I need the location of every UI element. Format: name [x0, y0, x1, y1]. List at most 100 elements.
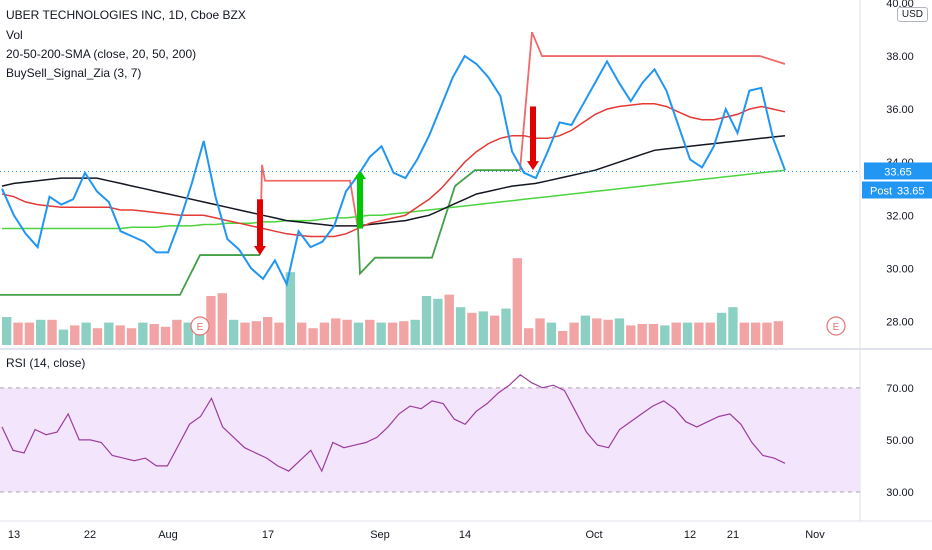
- sell-arrow-2-head: [527, 161, 539, 171]
- volume-bar: [455, 307, 466, 345]
- time-tick-label: Nov: [805, 529, 825, 541]
- price-tick-label: 30.00: [886, 263, 914, 275]
- volume-bar: [47, 319, 57, 345]
- earnings-marker-aug: E: [190, 316, 210, 336]
- earnings-marker-nov-label: E: [833, 322, 840, 333]
- volume-bar: [501, 308, 511, 345]
- volume-bar: [13, 322, 23, 345]
- volume-bar: [478, 311, 488, 345]
- sell-arrow-1-shaft: [257, 199, 263, 248]
- volume-bar: [104, 322, 114, 345]
- volume-bar: [70, 325, 80, 345]
- volume-bar: [353, 322, 364, 345]
- volume-bar: [274, 322, 284, 345]
- volume-bar: [2, 317, 12, 345]
- earnings-marker-nov: E: [826, 316, 846, 336]
- volume-bar: [149, 324, 159, 345]
- price-tick-label: 38.00: [886, 51, 914, 63]
- time-tick-label: 21: [727, 529, 739, 541]
- volume-bar: [773, 321, 783, 345]
- volume-bar: [331, 318, 341, 345]
- volume-bars: [2, 258, 783, 345]
- last-price-value: 33.65: [884, 166, 912, 178]
- volume-bar: [183, 322, 193, 345]
- volume-bar: [160, 326, 171, 345]
- volume-bar: [739, 322, 749, 345]
- volume-bar: [365, 319, 375, 345]
- sma200-line: [2, 169, 786, 230]
- volume-bar: [648, 324, 659, 345]
- volume-bar: [592, 318, 602, 345]
- volume-bar: [126, 328, 137, 345]
- volume-bar: [716, 312, 727, 345]
- volume-bar: [682, 322, 693, 345]
- time-tick-label: 22: [84, 529, 96, 541]
- volume-bar: [399, 321, 409, 345]
- volume-bar: [524, 328, 534, 345]
- volume-bar: [81, 322, 91, 345]
- volume-bar: [444, 294, 454, 345]
- post-price-value: 33.65: [897, 185, 925, 197]
- volume-bar: [251, 321, 261, 345]
- volume-bar: [319, 322, 330, 345]
- volume-bar: [240, 322, 250, 345]
- volume-bar: [467, 312, 477, 345]
- volume-bar: [535, 318, 545, 345]
- rsi-line: [1, 374, 786, 473]
- volume-bar: [433, 298, 443, 345]
- price-tick-label: 32.00: [886, 210, 914, 222]
- volume-bar: [614, 318, 625, 345]
- volume-legend[interactable]: Vol: [6, 28, 23, 42]
- last-price-badge: [864, 162, 932, 180]
- volume-bar: [36, 319, 46, 345]
- price-line: [1, 54, 786, 288]
- volume-bar: [546, 322, 557, 345]
- sma-legend[interactable]: 20-50-200-SMA (close, 20, 50, 200): [6, 47, 197, 61]
- sma50-line: [1, 134, 786, 227]
- stop-line-down-2: [357, 169, 520, 276]
- buy-arrow-head: [354, 170, 366, 180]
- volume-bar: [694, 322, 704, 345]
- volume-bar: [762, 322, 772, 345]
- stop-line-up-2: [519, 31, 786, 171]
- sell-arrow-2: [527, 106, 539, 171]
- signal-legend[interactable]: BuySell_Signal_Zia (3, 7): [6, 66, 142, 80]
- time-tick-label: Oct: [585, 529, 602, 541]
- volume-bar: [376, 322, 386, 345]
- rsi-band: [0, 387, 860, 492]
- volume-bar: [569, 322, 579, 345]
- volume-bar: [285, 272, 296, 345]
- currency-button[interactable]: USD: [896, 7, 928, 22]
- time-tick-label: 13: [8, 529, 20, 541]
- price-tick-label: 36.00: [886, 104, 914, 116]
- rsi-tick-label: 30.00: [886, 487, 914, 499]
- volume-bar: [728, 307, 738, 345]
- volume-bar: [489, 315, 500, 345]
- sell-arrow-1-head: [254, 246, 266, 256]
- rsi-tick-label: 70.00: [886, 383, 914, 395]
- volume-bar: [58, 329, 69, 345]
- time-tick-label: 17: [262, 529, 274, 541]
- volume-bar: [512, 258, 522, 345]
- volume-bar: [603, 319, 613, 345]
- buy-arrow-shaft: [357, 178, 363, 229]
- rsi-legend[interactable]: RSI (14, close): [6, 356, 86, 370]
- symbol-title[interactable]: UBER TECHNOLOGIES INC, 1D, Cboe BZX: [6, 8, 246, 22]
- time-tick-label: Aug: [158, 529, 178, 541]
- volume-bar: [342, 319, 352, 345]
- volume-bar: [671, 322, 681, 345]
- price-tick-label: 28.00: [886, 316, 914, 328]
- stop-line-down-1: [0, 254, 260, 296]
- volume-bar: [115, 325, 125, 345]
- volume-bar: [558, 331, 568, 345]
- volume-bar: [660, 325, 670, 345]
- sma20-line: [1, 103, 786, 238]
- volume-bar: [626, 325, 636, 345]
- volume-bar: [410, 319, 420, 345]
- volume-bar: [421, 296, 432, 345]
- post-label: Post: [870, 185, 892, 197]
- stop-line-up-1: [259, 164, 359, 256]
- volume-bar: [308, 328, 318, 345]
